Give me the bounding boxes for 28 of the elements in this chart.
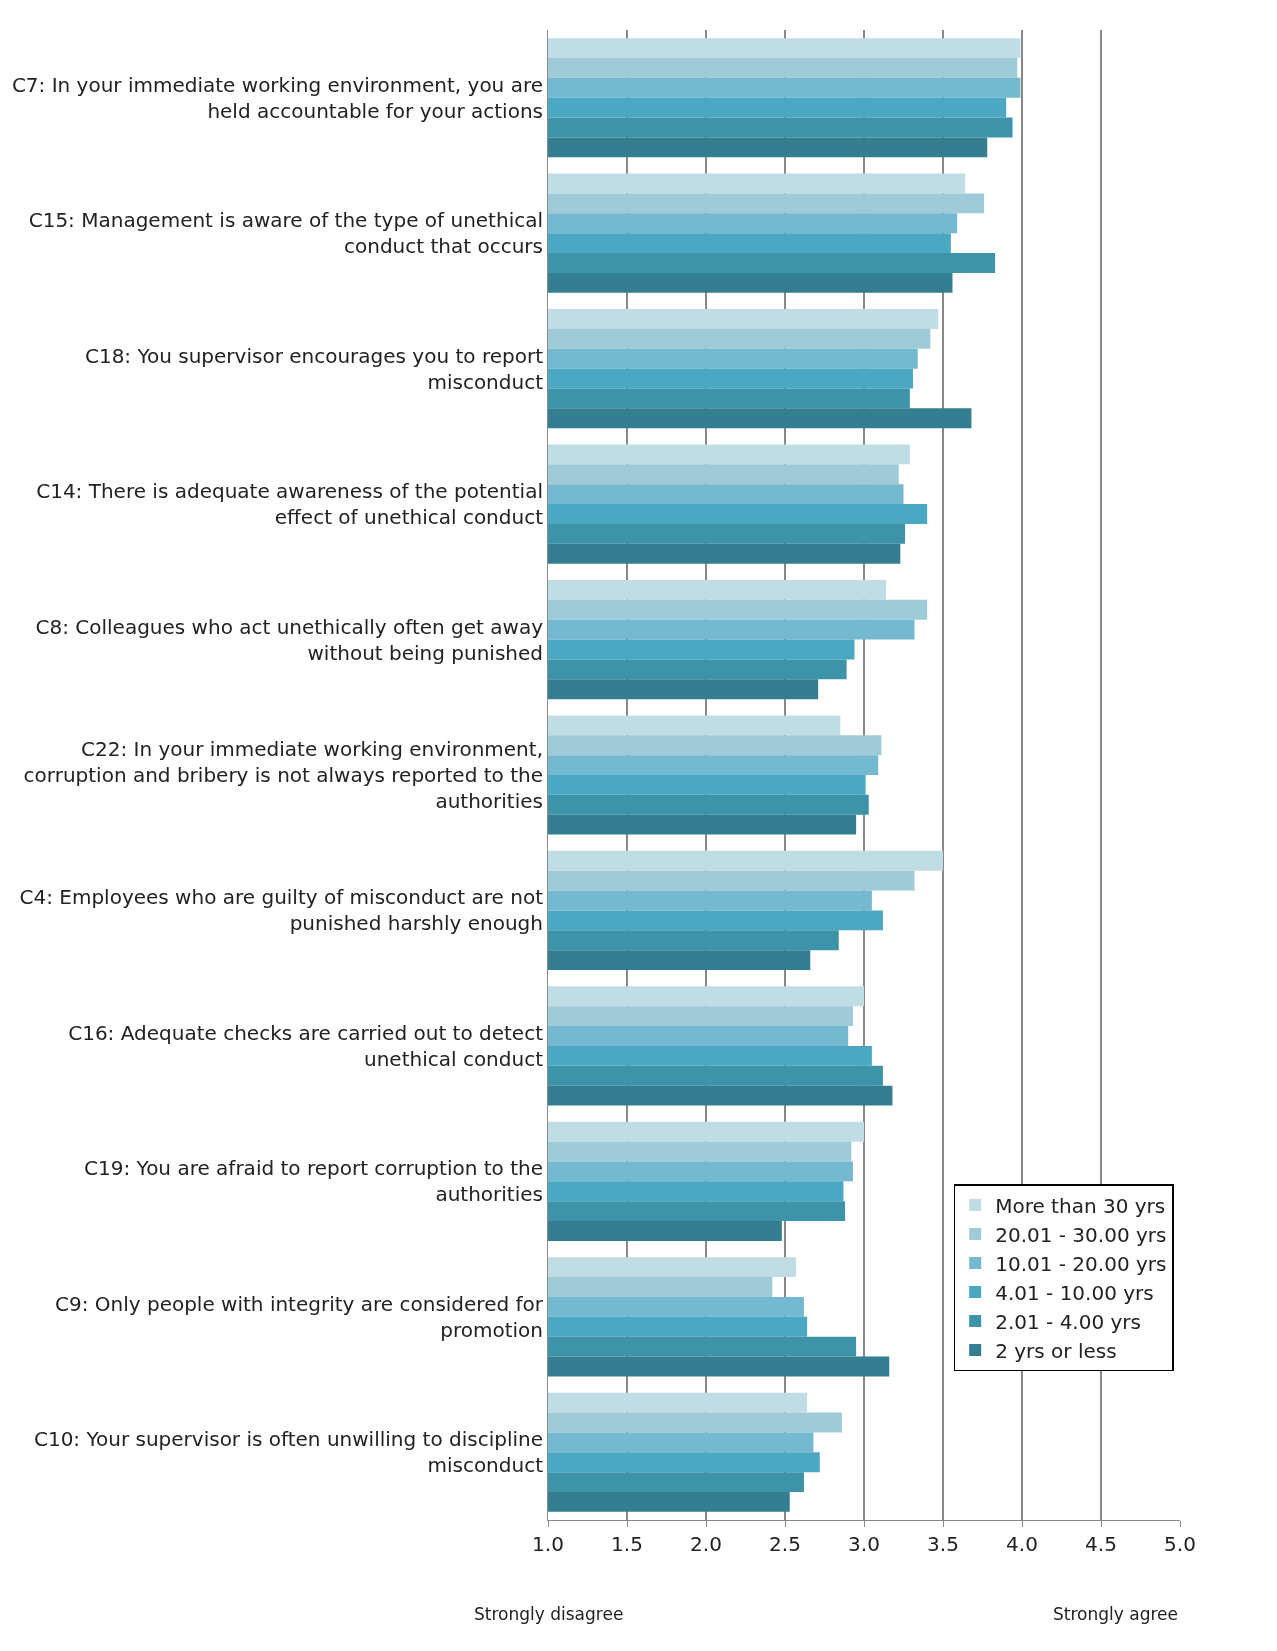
x-tick-label: 2.5 [769, 1532, 801, 1556]
text: Strongly agree [1053, 1604, 1178, 1624]
text: Strongly disagree [474, 1604, 624, 1624]
x-tick-label: 4.0 [1006, 1532, 1038, 1556]
y-tick-label: C19: You are afraid to report corruption to the authorities [84, 1156, 543, 1207]
x-tick-label: 1.0 [532, 1532, 564, 1556]
x-tick-label: 5.0 [1164, 1532, 1196, 1556]
legend-label: 2.01 - 4.00 yrs [995, 1309, 1142, 1334]
x-tick-label: 4.5 [1085, 1532, 1117, 1556]
y-tick-label: C8: Colleagues who act unethically often get away without being punished [35, 614, 544, 665]
legend-label: More than 30 yrs [995, 1193, 1166, 1218]
y-tick-label: C4: Employees who are guilty of misconduct are not punished harshly enough [19, 885, 544, 936]
y-tick-label: C22: In your immediate working environment, corruption and bribery is not always reported to the authorities [23, 737, 543, 813]
y-tick-label: C7: In your immediate working environment, you are held accountable for your actions [11, 72, 543, 123]
legend-label: 20.01 - 30.00 yrs [995, 1222, 1167, 1247]
legend-label: 2 yrs or less [995, 1338, 1117, 1363]
y-tick-label: C18: You supervisor encourages you to report misconduct [84, 343, 544, 394]
x-tick-label: 2.0 [690, 1532, 722, 1556]
y-tick-label: C15: Management is aware of the type of unethical conduct that occurs [28, 208, 543, 259]
legend-label: 10.01 - 20.00 yrs [995, 1251, 1167, 1276]
legend-label: 4.01 - 10.00 yrs [995, 1280, 1154, 1305]
y-tick-label: C14: There is adequate awareness of the potential effect of unethical conduct [36, 479, 544, 530]
y-tick-label: C9: Only people with integrity are considered for promotion [54, 1291, 544, 1342]
x-tick-label: 3.5 [927, 1532, 959, 1556]
x-tick-label: 1.5 [611, 1532, 643, 1556]
y-tick-label: C16: Adequate checks are carried out to detect unethical conduct [68, 1020, 544, 1071]
x-tick-label: 3.0 [848, 1532, 880, 1556]
y-tick-label: C10: Your supervisor is often unwilling to discipline misconduct [33, 1427, 544, 1478]
